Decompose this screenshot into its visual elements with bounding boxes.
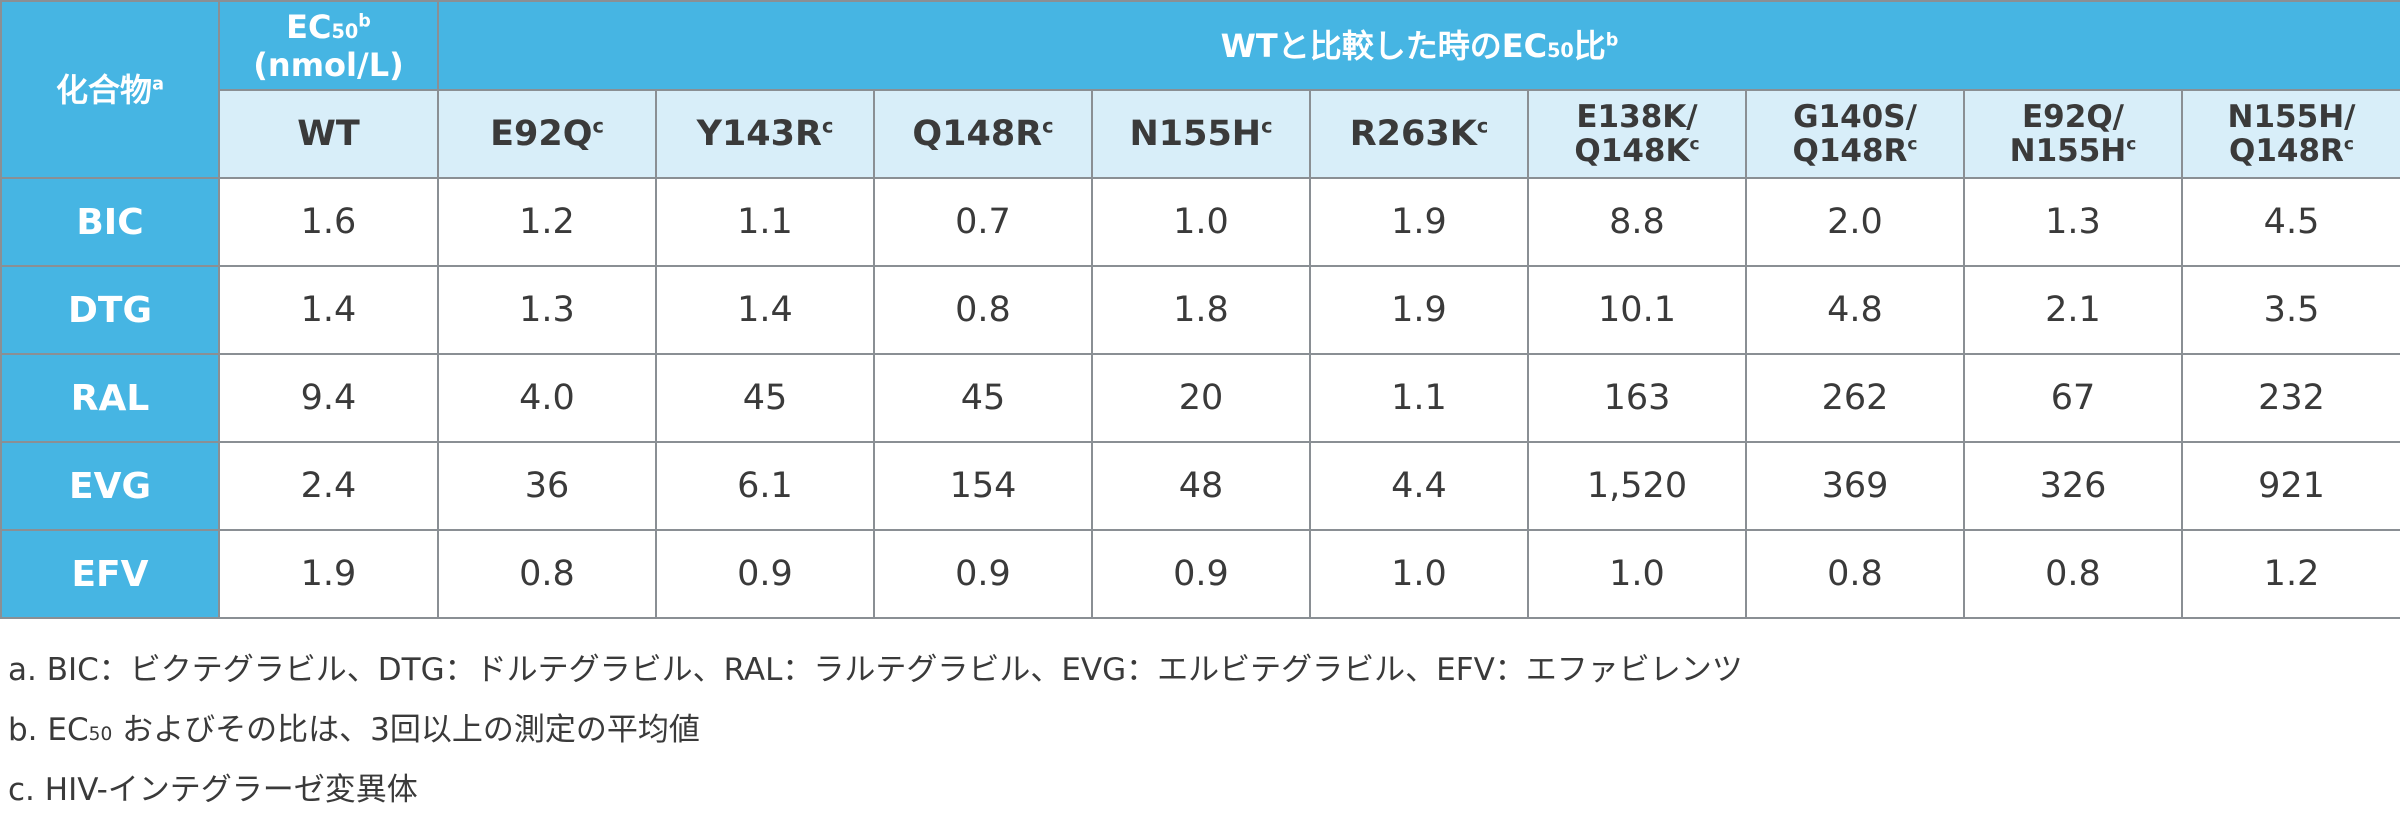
column-header: G140S/Q148Rc [1745, 89, 1965, 179]
row-label: BIC [0, 177, 220, 267]
ec50-header: EC50b (nmol/L) [218, 0, 439, 91]
table-cell: 1,520 [1527, 441, 1747, 531]
table-cell: 48 [1091, 441, 1311, 531]
column-header: E92Qc [437, 89, 657, 179]
table-cell: 0.8 [1745, 529, 1965, 619]
table-cell: 4.5 [2180, 177, 2400, 267]
footnote-a: a. BIC：ビクテグラビル、DTG：ドルテグラビル、RAL：ラルテグラビル、E… [8, 652, 1743, 688]
column-header: WT [218, 89, 439, 179]
table-cell: 163 [1527, 353, 1747, 443]
table-cell: 1.2 [2180, 529, 2400, 619]
column-header-row: WT E92Qc Y143Rc Q148Rc N155Hc R263Kc E138K/Q14… [1, 89, 2400, 179]
table-cell: 45 [655, 353, 875, 443]
table-cell: 369 [1745, 441, 1965, 531]
footnote-b: b. EC50 およびその比は、3回以上の測定の平均値 [8, 712, 700, 748]
ec50-unit: (nmol/L) [253, 45, 404, 84]
table-cell: 0.9 [655, 529, 875, 619]
table-cell: 10.1 [1527, 265, 1747, 355]
column-header: R263Kc [1309, 89, 1529, 179]
table-cell: 1.3 [1963, 177, 2183, 267]
table-cell: 232 [2180, 353, 2400, 443]
table-cell: 4.0 [437, 353, 657, 443]
table-cell: 6.1 [655, 441, 875, 531]
table-row: DTG 1.4 1.3 1.4 0.8 1.8 1.9 10.1 4.8 2.1 3.5 [0, 265, 2400, 355]
row-label: EVG [0, 441, 220, 531]
table-cell: 1.2 [437, 177, 657, 267]
column-header: E138K/Q148Kc [1527, 89, 1747, 179]
table-cell: 1.9 [1309, 177, 1529, 267]
table-cell: 154 [873, 441, 1093, 531]
table-cell: 1.0 [1309, 529, 1529, 619]
table-cell: 67 [1963, 353, 2183, 443]
table-cell: 1.1 [655, 177, 875, 267]
table-row: BIC 1.6 1.2 1.1 0.7 1.0 1.9 8.8 2.0 1.3 4.5 [0, 177, 2400, 267]
table-cell: 4.4 [1309, 441, 1529, 531]
footnote-b-marker: b [358, 10, 371, 31]
table-cell: 1.9 [1309, 265, 1529, 355]
table-cell: 8.8 [1527, 177, 1747, 267]
table-cell: 20 [1091, 353, 1311, 443]
table-body: BIC 1.6 1.2 1.1 0.7 1.0 1.9 8.8 2.0 1.3 4.5 DTG 1.4 1… [0, 177, 2400, 619]
table-cell: 3.5 [2180, 265, 2400, 355]
table-cell: 36 [437, 441, 657, 531]
table-row: RAL 9.4 4.0 45 45 20 1.1 163 262 67 232 [0, 353, 2400, 443]
table-cell: 1.9 [218, 529, 439, 619]
ratio-header: WTと比較した時のEC50比b [436, 0, 2400, 91]
table-cell: 0.7 [873, 177, 1093, 267]
table-cell: 0.9 [873, 529, 1093, 619]
column-header: Q148Rc [873, 89, 1093, 179]
column-header: E92Q/N155Hc [1963, 89, 2183, 179]
ec50-table: 化合物a EC50b (nmol/L) WTと比較した時のEC50比b WT E9… [0, 0, 2400, 619]
corner-header-compound: 化合物a [0, 0, 220, 179]
footnote-a-marker: a [152, 73, 164, 94]
table-cell: 326 [1963, 441, 2183, 531]
table-cell: 0.8 [437, 529, 657, 619]
row-label: RAL [0, 353, 220, 443]
table-row: EVG 2.4 36 6.1 154 48 4.4 1,520 369 326 921 [0, 441, 2400, 531]
table-cell: 921 [2180, 441, 2400, 531]
footnotes: a. BIC：ビクテグラビル、DTG：ドルテグラビル、RAL：ラルテグラビル、E… [8, 640, 1743, 820]
table-cell: 45 [873, 353, 1093, 443]
table-cell: 1.6 [218, 177, 439, 267]
table-cell: 4.8 [1745, 265, 1965, 355]
table-cell: 262 [1745, 353, 1965, 443]
table-cell: 1.0 [1527, 529, 1747, 619]
column-header: Y143Rc [655, 89, 875, 179]
table-cell: 2.4 [218, 441, 439, 531]
table-row: EFV 1.9 0.8 0.9 0.9 0.9 1.0 1.0 0.8 0.8 1.2 [0, 529, 2400, 619]
row-label: DTG [0, 265, 220, 355]
table-cell: 2.0 [1745, 177, 1965, 267]
table-cell: 1.1 [1309, 353, 1529, 443]
table-cell: 1.8 [1091, 265, 1311, 355]
footnote-c: c. HIV-インテグラーゼ変異体 [8, 772, 418, 808]
table-cell: 9.4 [218, 353, 439, 443]
table-cell: 0.9 [1091, 529, 1311, 619]
table-cell: 1.3 [437, 265, 657, 355]
table-cell: 1.4 [655, 265, 875, 355]
table-cell: 2.1 [1963, 265, 2183, 355]
compound-label: 化合物 [56, 70, 153, 109]
table-cell: 0.8 [1963, 529, 2183, 619]
column-header: N155H/Q148Rc [2180, 89, 2400, 179]
row-label: EFV [0, 529, 220, 619]
footnote-b-marker: b [1605, 29, 1619, 50]
table-cell: 1.0 [1091, 177, 1311, 267]
table-cell: 1.4 [218, 265, 439, 355]
table-cell: 0.8 [873, 265, 1093, 355]
column-header: N155Hc [1091, 89, 1311, 179]
